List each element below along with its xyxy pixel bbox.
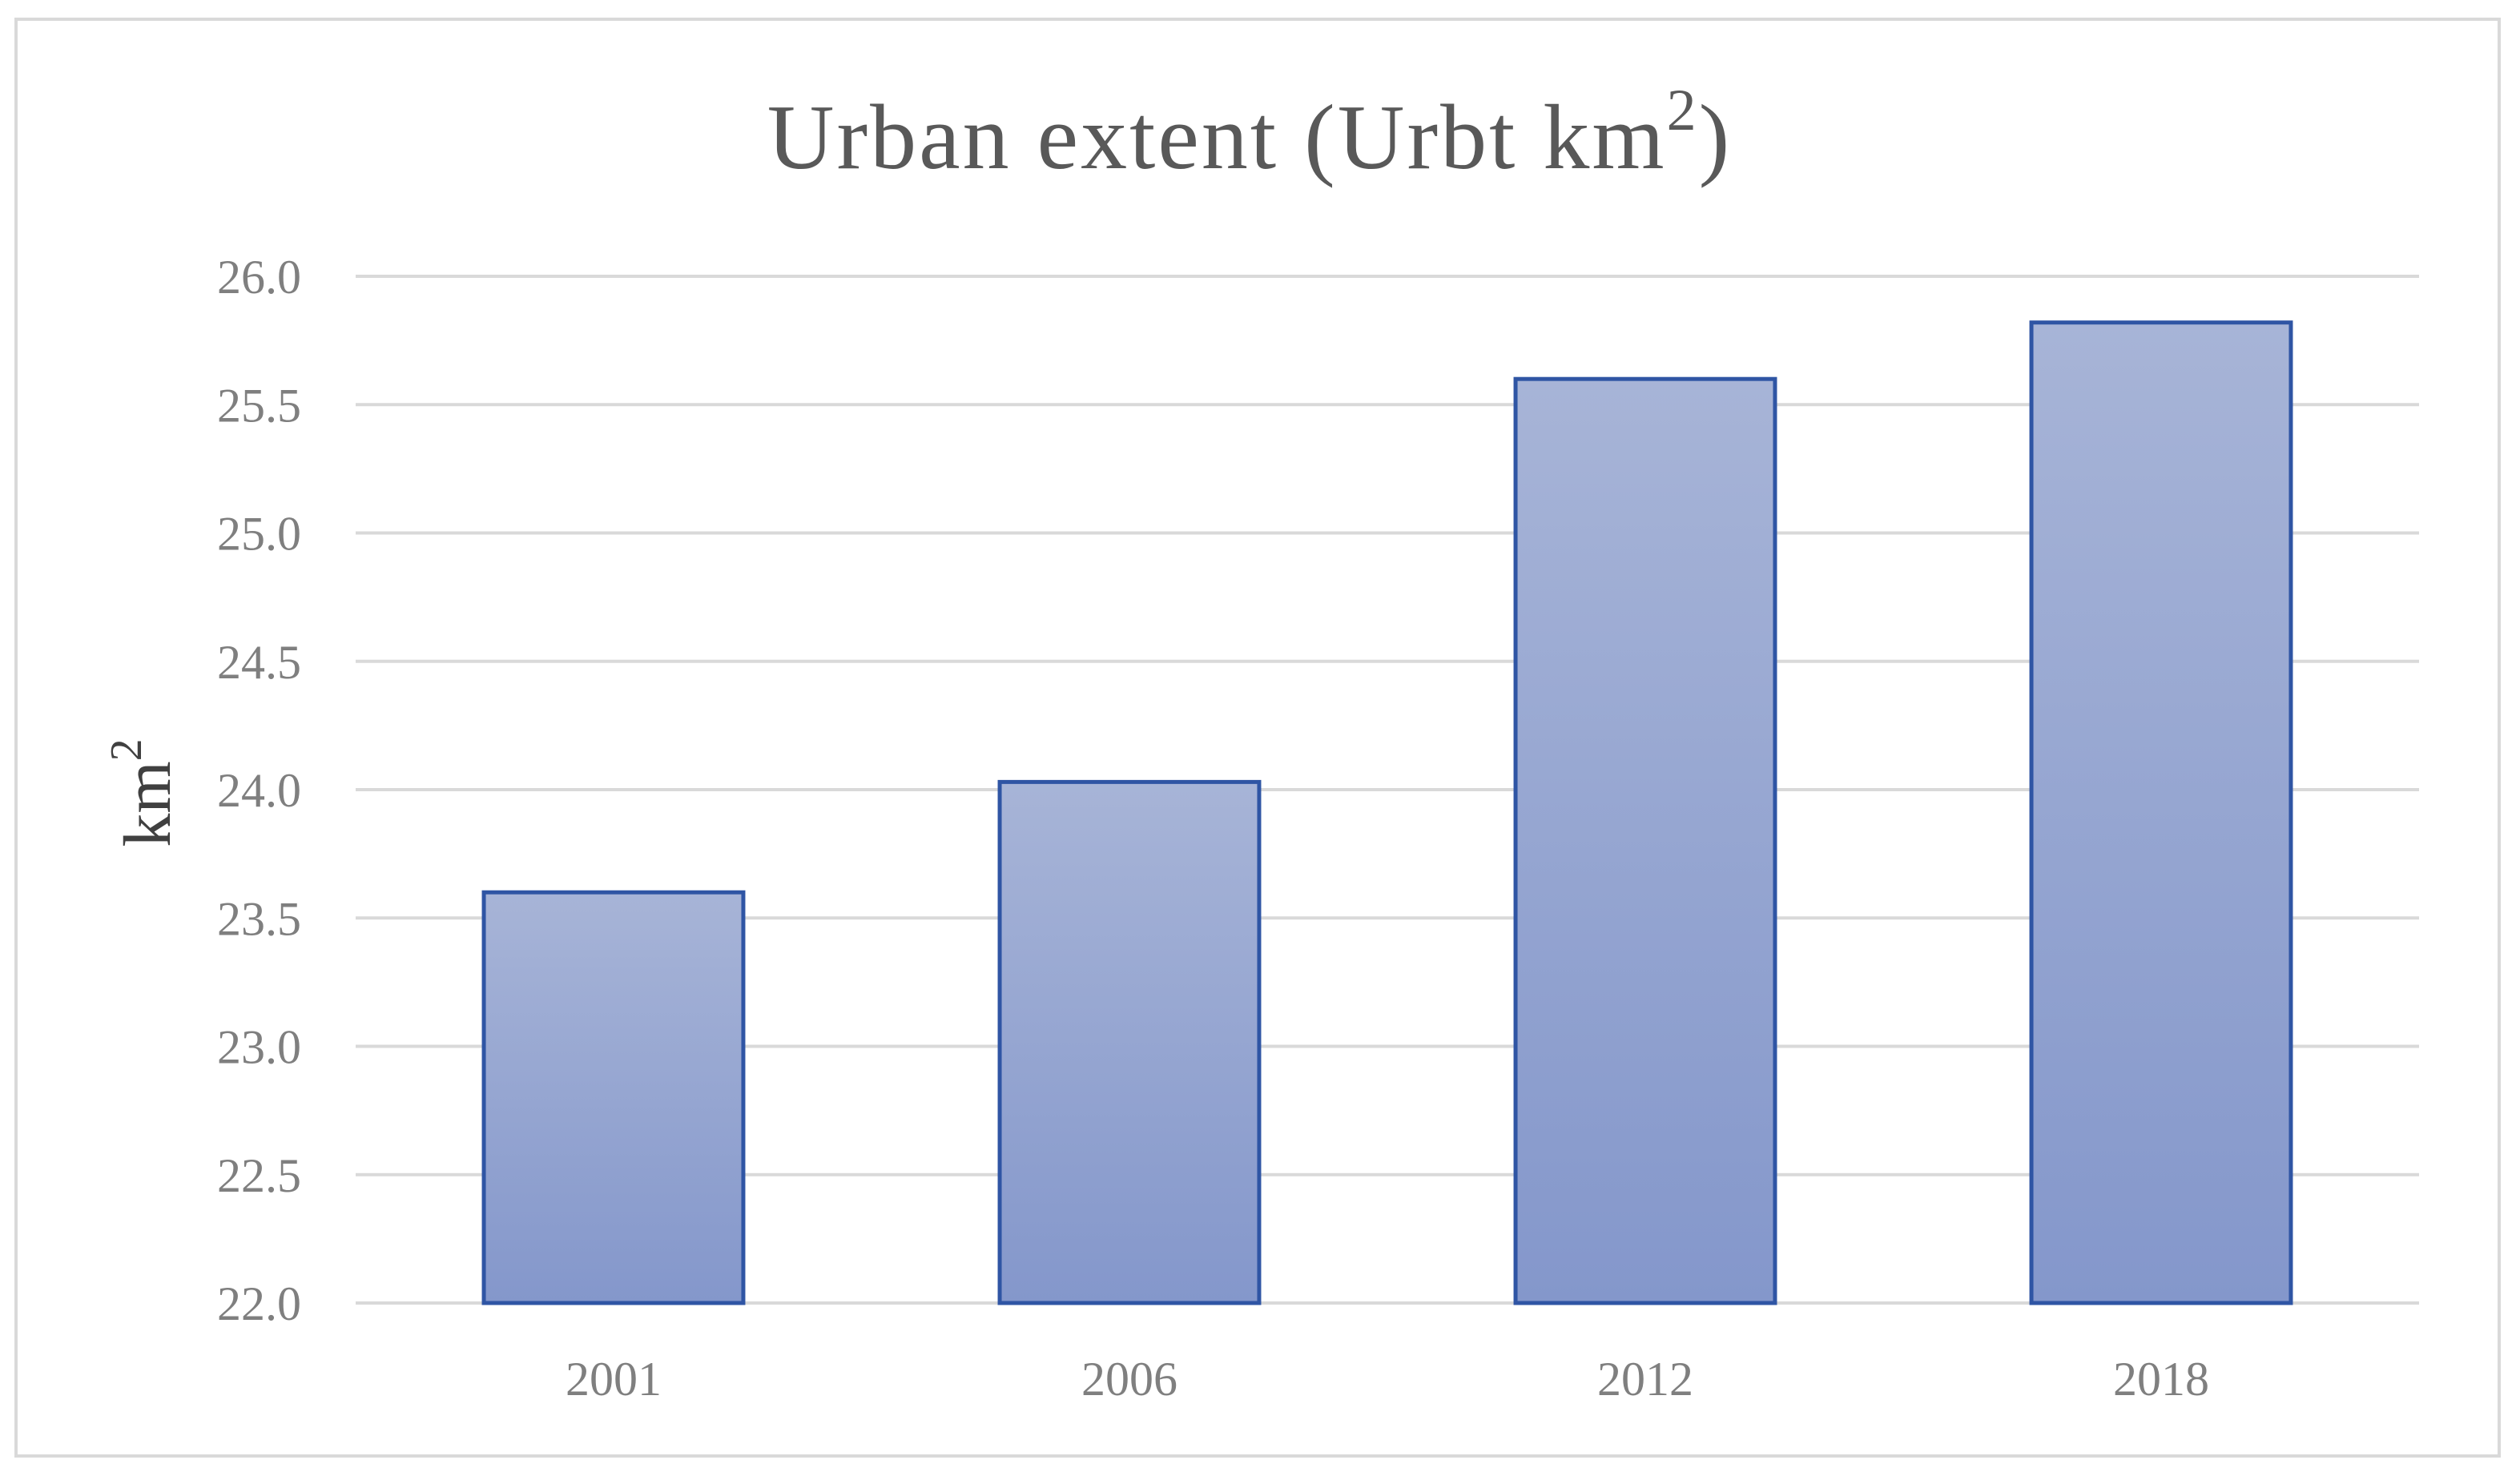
x-tick-label: 2012 [1597, 1353, 1693, 1406]
bar-2012 [1513, 376, 1777, 1305]
bar-2001 [481, 890, 746, 1305]
y-axis-label: km2 [102, 738, 185, 847]
x-tick-label: 2001 [566, 1353, 662, 1406]
y-tick-label: 24.0 [217, 764, 301, 817]
y-axis-label-text: km [111, 761, 185, 847]
y-tick-label: 22.5 [217, 1149, 301, 1202]
x-tick-label: 2018 [2113, 1353, 2209, 1406]
y-tick-label: 22.0 [217, 1277, 301, 1330]
y-axis-label-superscript: 2 [102, 738, 151, 761]
chart-title-text: Urban extent (Urbt km [767, 86, 1667, 189]
bars [481, 320, 2293, 1305]
y-tick-label: 25.0 [217, 508, 301, 561]
bar-2018 [2029, 320, 2293, 1305]
x-tick-label: 2006 [1081, 1353, 1177, 1406]
chart-title-superscript: 2 [1667, 78, 1699, 143]
chart-title-suffix: ) [1699, 86, 1733, 189]
y-axis-ticks: 22.0 22.5 23.0 23.5 24.0 24.5 25.0 25.5 26.0 [217, 251, 301, 1330]
y-tick-label: 23.5 [217, 892, 301, 945]
bar-2006 [997, 779, 1262, 1305]
x-axis-ticks: 2001 2006 2012 2018 [566, 1353, 2209, 1406]
y-tick-label: 25.5 [217, 379, 301, 432]
y-tick-label: 23.0 [217, 1021, 301, 1074]
y-tick-label: 24.5 [217, 636, 301, 689]
y-tick-label: 26.0 [217, 251, 301, 304]
chart-title: Urban extent (Urbt km2) [767, 78, 1732, 189]
